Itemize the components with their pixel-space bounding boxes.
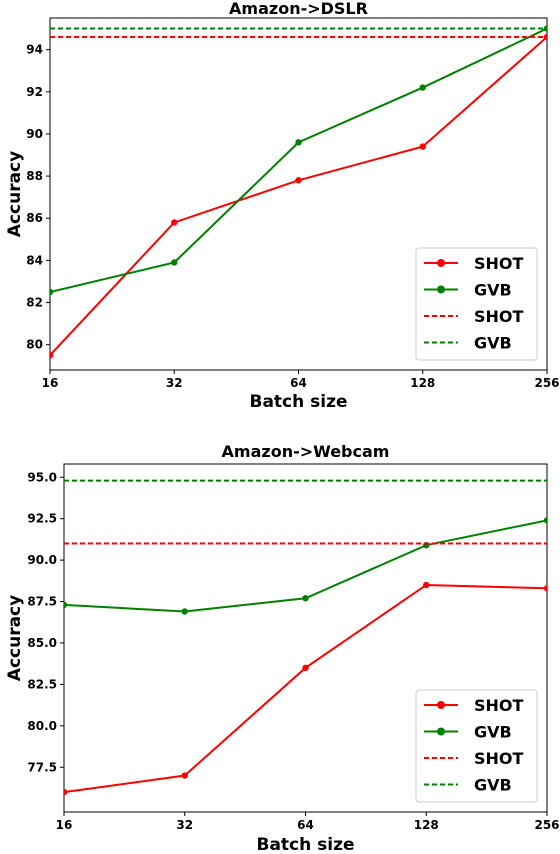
- legend-label: GVB: [474, 334, 512, 353]
- legend-box: [415, 689, 538, 803]
- y-tick-label: 84: [26, 253, 43, 267]
- legend: SHOT GVB SHOT GVB: [415, 689, 538, 803]
- series-shot-point: [419, 143, 426, 150]
- chart-title: Amazon->Webcam: [222, 442, 390, 461]
- legend: SHOT GVB SHOT GVB: [415, 247, 538, 361]
- y-tick-label: 82: [26, 296, 43, 310]
- series-gvb-point: [295, 139, 302, 146]
- x-tick-label: 128: [410, 376, 435, 390]
- series-gvb-point: [419, 84, 426, 91]
- legend-label: SHOT: [474, 749, 524, 768]
- chart-1: Amazon->DSLR 80 82 84 86 88 90 92 94 16 32 64 128 256…: [5, 0, 560, 412]
- series-gvb-point: [302, 595, 309, 602]
- series-gvb-point: [171, 259, 178, 266]
- series-shot-point: [423, 581, 430, 589]
- legend-marker: [437, 701, 445, 709]
- series-shot-point: [181, 772, 188, 779]
- legend-label: SHOT: [474, 307, 524, 326]
- legend-marker: [437, 727, 445, 736]
- y-tick-label: 90.0: [27, 553, 57, 567]
- y-tick-label: 82.5: [27, 677, 57, 691]
- legend-label: GVB: [474, 281, 512, 300]
- chart-title: Amazon->DSLR: [229, 0, 368, 18]
- series-shot-point: [171, 219, 178, 226]
- x-tick-label: 64: [290, 376, 307, 390]
- legend-label: SHOT: [474, 254, 524, 273]
- y-axis-label: Accuracy: [5, 595, 25, 681]
- series-shot-point: [64, 788, 68, 796]
- y-tick-label: 92: [26, 85, 43, 99]
- y-tick-label: 95.0: [27, 470, 57, 484]
- x-tick-label: 16: [42, 376, 59, 390]
- series-group: [64, 479, 547, 796]
- y-tick-label: 85.0: [27, 636, 57, 650]
- y-tick-label: 94: [26, 43, 43, 57]
- y-axis-label: Accuracy: [5, 151, 25, 237]
- x-tick-label: 64: [297, 818, 314, 832]
- x-tick-label: 256: [534, 818, 559, 832]
- series-gvb-point: [543, 25, 547, 32]
- y-tick-label: 87.5: [27, 595, 57, 609]
- legend-marker: [437, 285, 445, 294]
- x-tick-label: 128: [414, 818, 439, 832]
- legend-label: GVB: [474, 776, 512, 795]
- y-tick-label: 77.5: [27, 760, 57, 774]
- y-tick-label: 80.0: [27, 719, 57, 733]
- x-axis-label: Batch size: [249, 392, 347, 412]
- chart-2: Amazon->Webcam 77.5 80.0 82.5 85.0 87.5 90.0 92…: [5, 442, 560, 854]
- series-shot-point: [50, 352, 54, 359]
- series-gvb-point: [181, 608, 188, 615]
- y-tick-label: 88: [26, 169, 43, 183]
- series-shot-point: [295, 177, 302, 184]
- series-gvb-point: [64, 601, 68, 609]
- y-tick-label: 80: [26, 338, 43, 352]
- series-shot-point: [302, 664, 309, 672]
- y-tick-label: 92.5: [27, 512, 57, 526]
- series-group: [50, 25, 547, 359]
- legend-marker: [437, 259, 445, 267]
- x-axis-label: Batch size: [256, 835, 354, 854]
- x-tick-label: 32: [176, 818, 193, 832]
- series-gvb-point: [543, 517, 547, 524]
- series-gvb-point: [50, 288, 54, 296]
- legend-box: [415, 247, 538, 361]
- y-tick-label: 86: [26, 211, 43, 225]
- x-tick-label: 16: [56, 818, 73, 832]
- x-tick-label: 256: [534, 376, 559, 390]
- legend-label: SHOT: [474, 696, 524, 715]
- y-tick-label: 90: [26, 127, 43, 141]
- series-shot-point: [543, 585, 547, 592]
- series-shot-point: [543, 33, 547, 41]
- x-tick-label: 32: [166, 376, 183, 390]
- legend-label: GVB: [474, 723, 512, 742]
